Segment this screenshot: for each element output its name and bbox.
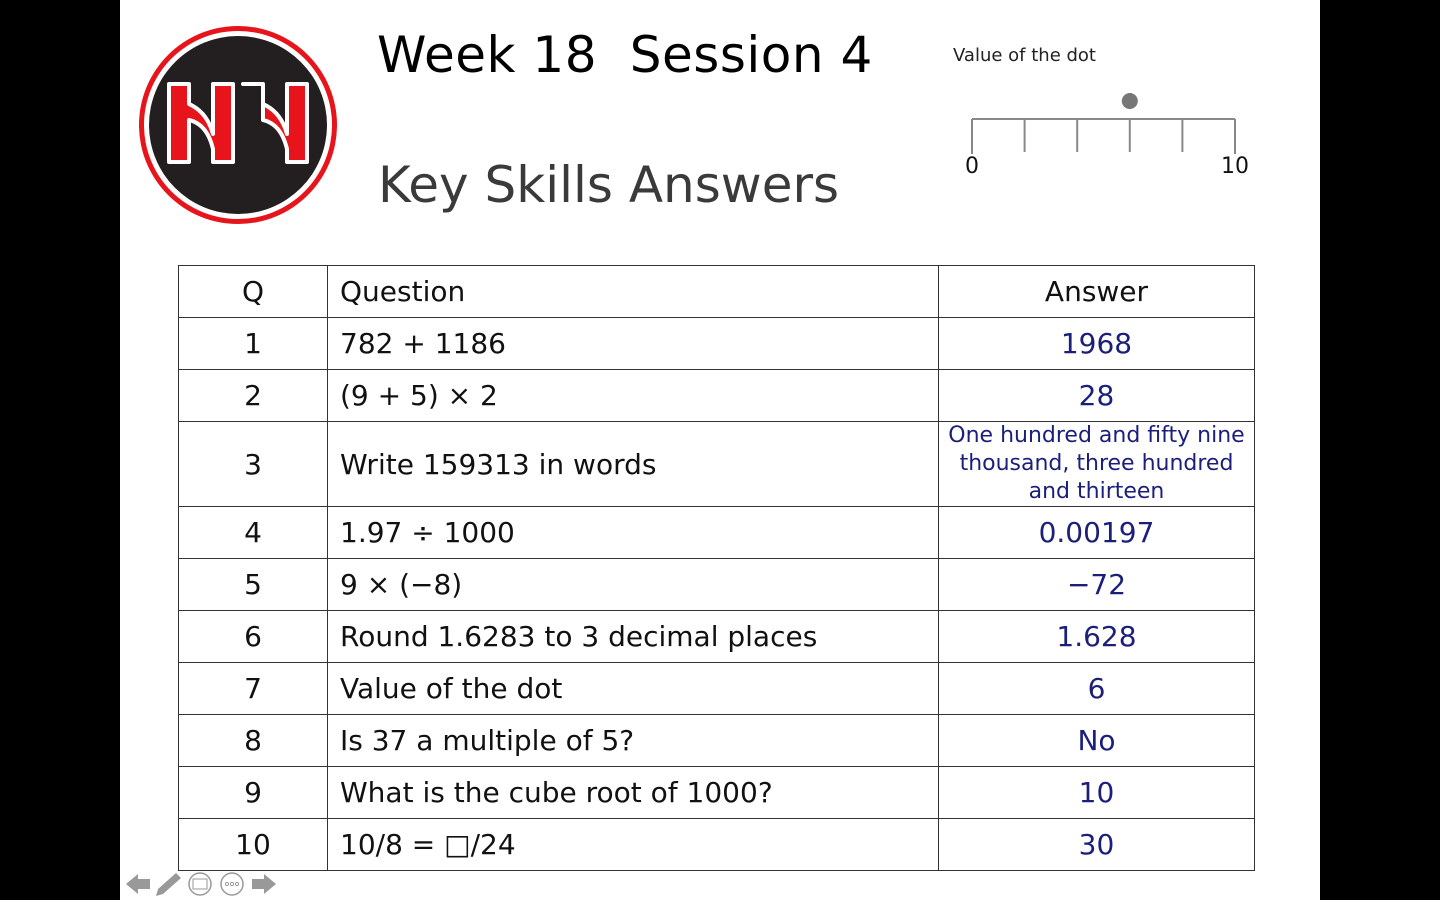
question-number: 9 (178, 766, 328, 819)
number-line-dot (1121, 93, 1138, 109)
question-text: 782 + 1186 (327, 317, 939, 370)
question-number: 8 (178, 714, 328, 767)
table-row: 1 782 + 1186 1968 (178, 317, 1255, 370)
question-text: Round 1.6283 to 3 decimal places (327, 610, 939, 663)
page-subtitle: Key Skills Answers (378, 156, 840, 214)
header-q: Q (178, 265, 328, 318)
answer-text: 6 (938, 662, 1255, 715)
answers-table: Q Question Answer 1 782 + 1186 1968 2 (9 + 5… (178, 265, 1255, 871)
table-row: 10 10/8 = □/24 30 (178, 818, 1255, 871)
nh-logo (139, 26, 337, 224)
question-text: 10/8 = □/24 (327, 818, 939, 871)
question-text: Value of the dot (327, 662, 939, 715)
answer-text: 1.628 (938, 610, 1255, 663)
answer-text: 1968 (938, 317, 1255, 370)
table-row: 3 Write 159313 in words One hundred and fi… (178, 421, 1255, 507)
question-number: 7 (178, 662, 328, 715)
next-slide-icon[interactable] (252, 874, 276, 894)
table-row: 9 What is the cube root of 1000? 10 (178, 766, 1255, 819)
question-number: 6 (178, 610, 328, 663)
subtitles-icon[interactable] (188, 872, 212, 896)
question-text: Is 37 a multiple of 5? (327, 714, 939, 767)
answer-text: 10 (938, 766, 1255, 819)
more-options-icon[interactable] (220, 872, 244, 896)
page-title: Week 18 Session 4 (377, 26, 873, 84)
question-text: (9 + 5) × 2 (327, 369, 939, 422)
table-row: 4 1.97 ÷ 1000 0.00197 (178, 506, 1255, 559)
number-line-label: Value of the dot (953, 45, 1096, 66)
answer-text: 30 (938, 818, 1255, 871)
table-row: 7 Value of the dot 6 (178, 662, 1255, 715)
question-number: 10 (178, 818, 328, 871)
presentation-controls (126, 872, 276, 896)
table-row: 8 Is 37 a multiple of 5? No (178, 714, 1255, 767)
question-number: 2 (178, 369, 328, 422)
pen-icon[interactable] (156, 873, 181, 896)
number-line-min-label: 0 (965, 154, 979, 179)
table-row: 2 (9 + 5) × 2 28 (178, 369, 1255, 422)
answer-text: 0.00197 (938, 506, 1255, 559)
question-text: 1.97 ÷ 1000 (327, 506, 939, 559)
number-line: 0 10 (965, 93, 1249, 179)
question-text: Write 159313 in words (327, 421, 939, 507)
question-text: 9 × (−8) (327, 558, 939, 611)
question-text: What is the cube root of 1000? (327, 766, 939, 819)
answer-text: One hundred and fifty nine thousand, thr… (938, 421, 1255, 507)
number-line-max-label: 10 (1221, 154, 1249, 179)
question-number: 3 (178, 421, 328, 507)
answer-text: 28 (938, 369, 1255, 422)
table-header-row: Q Question Answer (178, 265, 1255, 318)
header-answer: Answer (938, 265, 1255, 318)
header-question: Question (327, 265, 939, 318)
question-number: 5 (178, 558, 328, 611)
question-number: 4 (178, 506, 328, 559)
answer-text: −72 (938, 558, 1255, 611)
question-number: 1 (178, 317, 328, 370)
answer-text: No (938, 714, 1255, 767)
table-row: 6 Round 1.6283 to 3 decimal places 1.628 (178, 610, 1255, 663)
previous-slide-icon[interactable] (126, 874, 150, 894)
